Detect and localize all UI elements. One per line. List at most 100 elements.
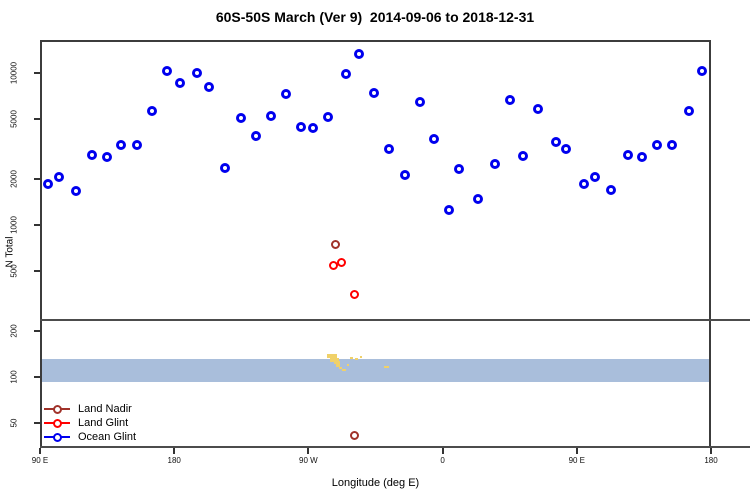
y-tick <box>34 72 40 74</box>
ocean-glint-point <box>281 89 291 99</box>
ocean-glint-point <box>102 151 113 162</box>
legend-label: Land Glint <box>78 416 129 429</box>
y-tick-label: 10000 <box>9 61 19 85</box>
ocean-glint-point <box>550 136 561 147</box>
x-tick-label: 0 <box>440 456 445 465</box>
y-tick <box>34 224 40 226</box>
x-tick <box>173 448 176 454</box>
ocean-glint-point <box>683 106 694 117</box>
ocean-glint-point <box>667 139 678 150</box>
legend-entry-land-nadir: Land Nadir <box>44 402 136 416</box>
ocean-glint-point <box>533 103 543 114</box>
land-patch <box>327 354 337 358</box>
ocean-glint-point <box>70 185 81 196</box>
ocean-glint-point <box>369 87 379 98</box>
ocean-glint-point <box>307 122 318 133</box>
legend-entry-land-glint: Land Glint <box>44 416 136 430</box>
y-tick <box>34 421 40 424</box>
ocean-glint-point <box>606 184 617 195</box>
ocean-glint-point <box>473 193 484 204</box>
x-tick-label: 90 E <box>31 456 49 465</box>
y-tick <box>34 330 40 333</box>
chart-title: 60S-50S March (Ver 9) 2014-09-06 to 2018… <box>215 9 535 25</box>
y-tick-label: 500 <box>9 264 19 278</box>
ocean-glint-point <box>175 78 186 88</box>
legend-entry-ocean-glint: Ocean Glint <box>44 430 136 444</box>
ocean-glint-point <box>489 158 500 169</box>
y-tick <box>34 269 40 272</box>
land-patch <box>334 361 340 364</box>
y-tick-label: 200 <box>9 324 19 338</box>
ocean-glint-point <box>400 169 411 180</box>
ocean-glint-point <box>561 143 572 154</box>
ocean-glint-point <box>354 49 365 60</box>
land-patch <box>339 367 342 369</box>
ocean-glint-point <box>340 69 351 79</box>
x-axis-line <box>40 446 750 448</box>
x-axis-title: Longitude (deg E) <box>331 477 420 489</box>
land-nadir-point <box>350 431 360 441</box>
ocean-glint-point <box>383 143 394 154</box>
land-patch <box>342 369 346 371</box>
x-tick-label: 90 W <box>299 456 318 465</box>
ocean-glint-point <box>219 162 230 173</box>
ocean-glint-point <box>443 205 454 216</box>
ocean-glint-point <box>518 150 529 161</box>
ocean-glint-point <box>54 171 65 182</box>
x-tick-label: 180 <box>167 456 181 465</box>
ocean-glint-point <box>161 66 172 76</box>
land-patch <box>347 364 349 366</box>
ocean-glint-point <box>589 171 600 182</box>
ocean-glint-point <box>251 130 262 141</box>
ocean-glint-point <box>203 81 214 92</box>
ocean-glint-point <box>454 163 464 174</box>
land-patch <box>360 356 362 358</box>
ocean-glint-point <box>622 149 633 160</box>
y-tick <box>34 178 40 181</box>
y-tick-label: 100 <box>9 370 19 384</box>
y-tick <box>34 376 40 378</box>
land-glint-point <box>350 289 360 299</box>
ocean-glint-point <box>266 110 277 121</box>
ocean-glint-point <box>42 178 53 189</box>
panel-separator-line <box>40 319 750 321</box>
land-nadir-marker-icon <box>44 404 70 414</box>
y-tick-label: 1000 <box>9 216 19 234</box>
plot-area <box>40 40 711 448</box>
land-patch <box>336 364 340 367</box>
land-patch <box>355 358 358 360</box>
ocean-glint-point <box>504 94 515 105</box>
y-tick-label: 50 <box>9 418 19 428</box>
x-tick-label: 90 E <box>568 456 586 465</box>
y-tick-label: 2000 <box>9 170 19 189</box>
x-tick <box>710 448 712 454</box>
land-glint-point <box>336 257 346 267</box>
x-tick-label: 180 <box>704 456 718 465</box>
legend-label: Ocean Glint <box>78 430 137 443</box>
y-tick-label: 5000 <box>9 109 19 128</box>
land-glint-marker-icon <box>44 418 70 428</box>
ocean-glint-point <box>579 178 590 189</box>
latitude-band <box>42 359 709 382</box>
ocean-glint-point <box>131 139 142 150</box>
legend: Land Nadir Land Glint Ocean Glint <box>44 402 136 444</box>
land-nadir-point <box>330 239 340 249</box>
x-tick <box>575 448 578 454</box>
x-tick <box>307 448 310 454</box>
legend-label: Land Nadir <box>78 402 132 415</box>
land-patch <box>330 358 339 362</box>
ocean-glint-marker-icon <box>44 432 70 442</box>
ocean-glint-point <box>322 111 333 122</box>
ocean-glint-point <box>652 139 663 150</box>
ocean-glint-point <box>236 112 247 123</box>
y-tick <box>34 117 40 120</box>
ocean-glint-point <box>295 121 306 132</box>
ocean-glint-point <box>87 149 98 160</box>
ocean-glint-point <box>115 139 126 150</box>
ocean-glint-point <box>146 105 157 116</box>
x-tick <box>39 448 41 454</box>
ocean-glint-point <box>697 66 708 76</box>
x-tick <box>441 448 444 454</box>
land-patch <box>384 366 389 368</box>
